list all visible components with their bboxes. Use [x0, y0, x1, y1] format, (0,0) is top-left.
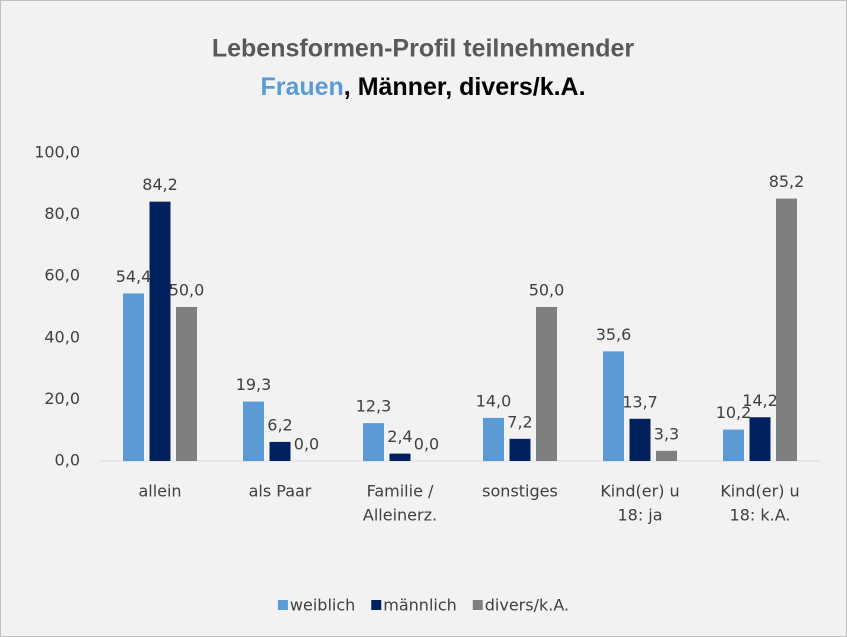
- value-label: 50,0: [169, 281, 205, 300]
- bar: [749, 417, 771, 461]
- legend-label: weiblich: [290, 596, 355, 615]
- bar: [123, 293, 144, 461]
- bar: [149, 201, 171, 461]
- value-label: 54,4: [116, 267, 152, 286]
- value-label: 35,6: [596, 325, 632, 344]
- bar: [656, 450, 677, 461]
- legend-swatch: [472, 600, 483, 610]
- x-tick-label: Alleinerz.: [363, 506, 437, 525]
- y-tick-label: 60,0: [44, 266, 80, 285]
- x-tick-label: als Paar: [249, 482, 312, 501]
- bar: [243, 401, 264, 461]
- value-label: 19,3: [236, 375, 272, 394]
- bar: [776, 198, 797, 462]
- x-tick-label: Familie /: [367, 482, 434, 501]
- title-part: Frauen: [260, 73, 343, 101]
- x-tick-label: Kind(er) u: [600, 482, 679, 501]
- value-label: 0,0: [414, 435, 439, 454]
- value-label: 50,0: [529, 281, 565, 300]
- x-tick-label: sonstiges: [482, 482, 558, 501]
- value-label: 85,2: [769, 172, 805, 191]
- legend-label: divers/k.A.: [485, 596, 569, 615]
- bar: [483, 417, 504, 461]
- value-label: 84,2: [142, 175, 178, 194]
- value-label: 0,0: [294, 435, 319, 454]
- value-label: 7,2: [507, 412, 532, 431]
- value-label: 12,3: [356, 397, 392, 416]
- value-label: 3,3: [654, 424, 679, 443]
- value-label: 13,7: [622, 392, 658, 411]
- y-tick-label: 20,0: [44, 389, 80, 408]
- chart-title: Frauen, Männer, divers/k.A.: [260, 73, 585, 101]
- bar: [723, 429, 744, 461]
- chart-title: Lebensformen-Profil teilnehmender: [212, 35, 635, 63]
- value-label: 14,2: [742, 391, 778, 410]
- title-part: , Männer, divers/k.A.: [344, 73, 586, 101]
- legend-swatch: [371, 600, 382, 610]
- bar: [269, 441, 291, 461]
- x-tick-label: allein: [138, 482, 181, 501]
- bar: [603, 351, 624, 461]
- legend-swatch: [277, 600, 288, 610]
- legend-label: männlich: [383, 596, 457, 615]
- bar: [389, 453, 411, 461]
- legend: weiblich männlich divers/k.A.: [277, 596, 569, 615]
- bar: [629, 418, 651, 461]
- y-tick-label: 0,0: [55, 451, 80, 470]
- bar: [176, 307, 197, 461]
- x-tick-label: 18: ja: [617, 506, 662, 525]
- value-label: 2,4: [387, 427, 412, 446]
- y-tick-label: 80,0: [44, 204, 80, 223]
- y-tick-label: 100,0: [34, 143, 80, 162]
- bar: [363, 423, 384, 461]
- value-label: 10,2: [716, 403, 752, 422]
- x-tick-label: Kind(er) u: [720, 482, 799, 501]
- bar: [536, 307, 557, 461]
- y-tick-label: 40,0: [44, 327, 80, 346]
- bar: [509, 438, 531, 461]
- value-label: 6,2: [267, 415, 292, 434]
- value-label: 14,0: [476, 391, 512, 410]
- x-tick-label: 18: k.A.: [730, 506, 791, 525]
